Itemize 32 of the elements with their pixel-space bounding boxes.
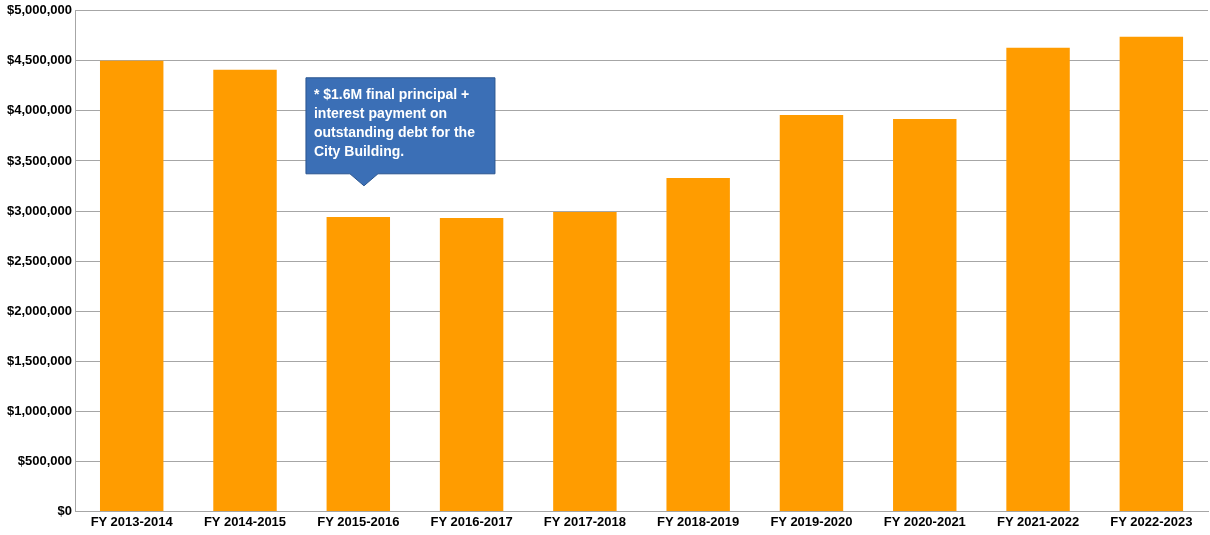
- x-tick-label: FY 2013-2014: [90, 513, 174, 529]
- bar: [439, 218, 504, 511]
- y-tick-label: $1,500,000: [6, 352, 73, 368]
- bar: [553, 212, 617, 511]
- y-tick-label: $4,000,000: [6, 102, 73, 118]
- annotation: * $1.6M final principal + interest payment on outstanding debt for the City Building.: [313, 85, 476, 159]
- x-tick-label: FY 2022-2023: [1110, 513, 1193, 529]
- x-tick-label: FY 2020-2021: [883, 513, 966, 529]
- y-tick-label: $5,000,000: [6, 2, 73, 18]
- bar: [1006, 47, 1070, 511]
- x-tick-label: FY 2019-2020: [770, 513, 853, 529]
- y-tick-label: $2,500,000: [6, 252, 73, 268]
- x-tick-label: FY 2014-2015: [203, 513, 287, 529]
- x-tick-label: FY 2021-2022: [996, 513, 1080, 529]
- y-tick-label: $4,500,000: [6, 52, 73, 68]
- y-tick-label: $3,500,000: [6, 152, 73, 168]
- y-tick-label: $3,000,000: [6, 202, 73, 218]
- bar: [666, 178, 730, 511]
- bar: [99, 60, 164, 511]
- y-tick-label: $500,000: [17, 452, 73, 468]
- x-tick-label: FY 2016-2017: [430, 513, 513, 529]
- bar: [893, 118, 957, 511]
- x-tick-label: FY 2017-2018: [543, 513, 626, 529]
- y-tick-label: $2,000,000: [6, 302, 73, 318]
- bar: [779, 114, 844, 511]
- bar: [326, 217, 391, 511]
- bar: [213, 69, 277, 511]
- bar: [1119, 36, 1184, 511]
- x-tick-label: FY 2015-2016: [317, 513, 400, 529]
- x-tick-label: FY 2018-2019: [657, 513, 740, 529]
- y-tick-label: $1,000,000: [6, 402, 73, 418]
- y-tick-label: $0: [57, 502, 73, 518]
